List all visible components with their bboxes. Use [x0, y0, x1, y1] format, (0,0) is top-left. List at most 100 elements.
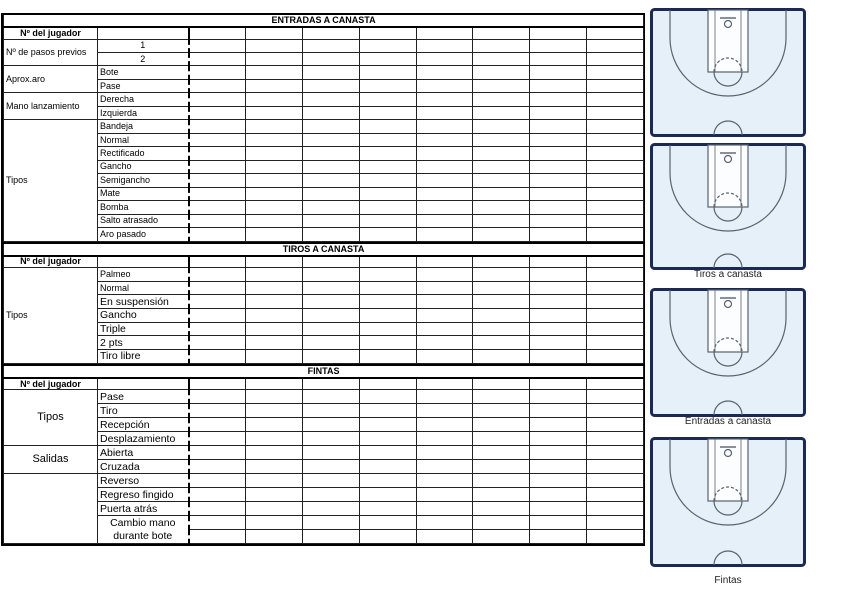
tally-cell[interactable] — [358, 403, 417, 419]
tally-cell[interactable] — [586, 146, 645, 161]
tally-cell[interactable] — [415, 308, 474, 323]
tally-cell[interactable] — [187, 515, 246, 531]
tally-cell[interactable] — [244, 459, 303, 475]
tally-cell[interactable] — [301, 227, 360, 242]
tally-cell[interactable] — [244, 403, 303, 419]
tally-cell[interactable] — [244, 200, 303, 215]
tally-cell[interactable] — [301, 173, 360, 188]
tally-cell[interactable] — [472, 132, 531, 148]
tally-cell[interactable] — [187, 186, 246, 202]
tally-cell[interactable] — [301, 78, 360, 94]
half-court-diagram[interactable] — [650, 143, 806, 270]
tally-cell[interactable] — [415, 132, 474, 148]
tally-cell[interactable] — [472, 38, 531, 53]
tally-cell[interactable] — [358, 132, 417, 148]
tally-cell[interactable] — [586, 92, 645, 107]
tally-cell[interactable] — [358, 65, 417, 80]
tally-cell[interactable] — [586, 349, 645, 364]
player-number-cell[interactable] — [415, 255, 474, 269]
half-court-diagram[interactable] — [650, 8, 806, 137]
tally-cell[interactable] — [529, 321, 588, 337]
tally-cell[interactable] — [472, 159, 531, 175]
tally-cell[interactable] — [586, 459, 645, 475]
tally-cell[interactable] — [472, 308, 531, 323]
tally-cell[interactable] — [358, 200, 417, 215]
player-number-cell[interactable] — [301, 377, 360, 391]
tally-cell[interactable] — [472, 213, 531, 229]
tally-cell[interactable] — [529, 92, 588, 107]
tally-cell[interactable] — [529, 473, 588, 489]
tally-cell[interactable] — [301, 213, 360, 229]
tally-cell[interactable] — [187, 321, 246, 337]
tally-cell[interactable] — [529, 159, 588, 175]
player-number-cell[interactable] — [358, 26, 417, 40]
tally-cell[interactable] — [358, 321, 417, 337]
tally-cell[interactable] — [244, 515, 303, 531]
tally-cell[interactable] — [586, 473, 645, 489]
tally-cell[interactable] — [586, 529, 645, 545]
tally-cell[interactable] — [244, 132, 303, 148]
tally-cell[interactable] — [358, 417, 417, 433]
tally-cell[interactable] — [244, 417, 303, 433]
tally-cell[interactable] — [586, 38, 645, 53]
tally-cell[interactable] — [187, 501, 246, 517]
tally-cell[interactable] — [358, 78, 417, 94]
player-number-cell[interactable] — [415, 377, 474, 391]
tally-cell[interactable] — [301, 501, 360, 517]
tally-cell[interactable] — [244, 321, 303, 337]
tally-cell[interactable] — [358, 159, 417, 175]
half-court-diagram[interactable] — [650, 288, 806, 417]
tally-cell[interactable] — [586, 105, 645, 121]
tally-cell[interactable] — [358, 335, 417, 351]
player-number-cell[interactable] — [358, 377, 417, 391]
tally-cell[interactable] — [586, 515, 645, 531]
tally-cell[interactable] — [472, 445, 531, 461]
tally-cell[interactable] — [586, 227, 645, 242]
tally-cell[interactable] — [244, 159, 303, 175]
tally-cell[interactable] — [529, 51, 588, 67]
tally-cell[interactable] — [358, 389, 417, 405]
tally-cell[interactable] — [529, 459, 588, 475]
tally-cell[interactable] — [529, 501, 588, 517]
tally-cell[interactable] — [244, 487, 303, 503]
tally-cell[interactable] — [529, 105, 588, 121]
tally-cell[interactable] — [529, 38, 588, 53]
tally-cell[interactable] — [415, 38, 474, 53]
tally-cell[interactable] — [586, 308, 645, 323]
tally-cell[interactable] — [244, 213, 303, 229]
tally-cell[interactable] — [187, 119, 246, 134]
tally-cell[interactable] — [415, 280, 474, 296]
tally-cell[interactable] — [472, 473, 531, 489]
tally-cell[interactable] — [586, 403, 645, 419]
tally-cell[interactable] — [358, 294, 417, 310]
tally-cell[interactable] — [529, 267, 588, 282]
tally-cell[interactable] — [358, 173, 417, 188]
tally-cell[interactable] — [415, 51, 474, 67]
tally-cell[interactable] — [415, 200, 474, 215]
tally-cell[interactable] — [472, 403, 531, 419]
tally-cell[interactable] — [244, 92, 303, 107]
tally-cell[interactable] — [187, 403, 246, 419]
tally-cell[interactable] — [187, 38, 246, 53]
tally-cell[interactable] — [415, 92, 474, 107]
tally-cell[interactable] — [529, 487, 588, 503]
tally-cell[interactable] — [301, 473, 360, 489]
tally-cell[interactable] — [358, 92, 417, 107]
tally-cell[interactable] — [586, 389, 645, 405]
tally-cell[interactable] — [301, 487, 360, 503]
tally-cell[interactable] — [472, 349, 531, 364]
tally-cell[interactable] — [358, 119, 417, 134]
tally-cell[interactable] — [415, 105, 474, 121]
tally-cell[interactable] — [244, 473, 303, 489]
tally-cell[interactable] — [415, 501, 474, 517]
tally-cell[interactable] — [529, 65, 588, 80]
tally-cell[interactable] — [244, 445, 303, 461]
tally-cell[interactable] — [244, 308, 303, 323]
tally-cell[interactable] — [472, 227, 531, 242]
tally-cell[interactable] — [187, 146, 246, 161]
tally-cell[interactable] — [358, 146, 417, 161]
tally-cell[interactable] — [415, 173, 474, 188]
tally-cell[interactable] — [187, 92, 246, 107]
tally-cell[interactable] — [415, 417, 474, 433]
tally-cell[interactable] — [415, 529, 474, 545]
